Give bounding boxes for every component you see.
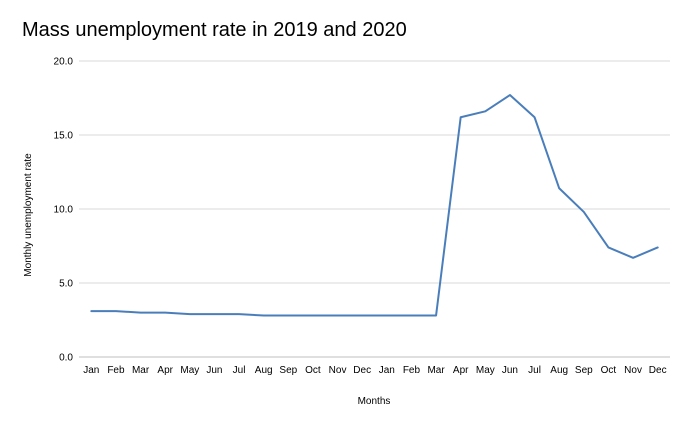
x-tick-label: Jan: [83, 365, 99, 376]
x-tick-label: Aug: [255, 365, 273, 376]
x-tick-label: Dec: [649, 365, 667, 376]
y-tick-label: 0.0: [59, 353, 73, 364]
series-line: [90, 94, 659, 317]
series-layer: [90, 94, 659, 317]
x-tick-label: Sep: [279, 365, 297, 376]
x-axis-title: Months: [358, 396, 391, 407]
x-tick-label: Dec: [353, 365, 371, 376]
y-tick-label: 20.0: [54, 57, 74, 68]
chart-title: Mass unemployment rate in 2019 and 2020: [22, 19, 407, 41]
x-tick-label: Sep: [575, 365, 593, 376]
y-tick-label: 5.0: [59, 279, 73, 290]
y-axis-title: Monthly unemployment rate: [23, 153, 34, 277]
x-tick-label: Mar: [132, 365, 150, 376]
x-tick-label: Feb: [107, 365, 125, 376]
x-tick-label: Apr: [453, 365, 469, 376]
x-tick-label: Nov: [624, 365, 642, 376]
y-tick-label: 10.0: [54, 205, 74, 216]
x-tick-label: Apr: [157, 365, 173, 376]
x-tick-label: Jul: [528, 365, 541, 376]
y-tick-label: 15.0: [54, 131, 74, 142]
x-tick-label: Nov: [329, 365, 347, 376]
x-tick-label: Jun: [206, 365, 222, 376]
x-tick-label: May: [476, 365, 495, 376]
x-tick-labels: Jan Feb Mar Apr May Jun Jul Aug Sep Oct Nov Dec Jan F…: [83, 365, 666, 376]
gridlines: [79, 60, 670, 358]
x-tick-label: Mar: [427, 365, 445, 376]
x-tick-label: Jan: [379, 365, 395, 376]
x-tick-label: Jun: [502, 365, 518, 376]
x-tick-label: May: [180, 365, 199, 376]
x-tick-label: Feb: [403, 365, 421, 376]
y-tick-labels: 0.0 5.0 10.0 15.0 20.0: [54, 57, 74, 364]
x-tick-label: Aug: [550, 365, 568, 376]
x-tick-label: Oct: [305, 365, 321, 376]
x-tick-label: Oct: [601, 365, 617, 376]
x-tick-label: Jul: [233, 365, 246, 376]
